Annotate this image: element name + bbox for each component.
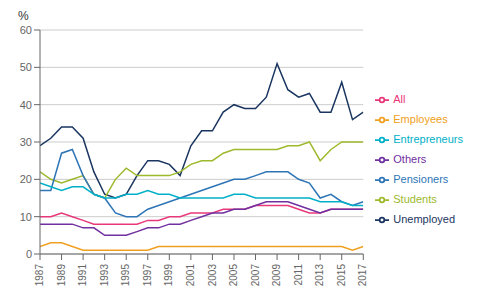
svg-text:1989: 1989 [56, 264, 67, 287]
svg-text:2005: 2005 [228, 264, 239, 287]
svg-text:1997: 1997 [142, 264, 153, 287]
html-text:Entrepreneurs: Entrepreneurs [393, 133, 463, 145]
svg-text:30: 30 [20, 136, 32, 148]
svg-text:2009: 2009 [271, 264, 282, 287]
svg-text:2013: 2013 [314, 264, 325, 287]
svg-text:20: 20 [20, 173, 32, 185]
svg-text:2011: 2011 [293, 264, 304, 286]
svg-text:1995: 1995 [120, 264, 131, 287]
html-text:Others: Others [393, 153, 427, 165]
svg-text:40: 40 [20, 99, 32, 111]
svg-text:60: 60 [20, 24, 32, 36]
html-text:Pensioners: Pensioners [393, 173, 449, 185]
html-text:Unemployed: Unemployed [393, 213, 455, 225]
svg-text:1991: 1991 [77, 264, 88, 287]
svg-text:2001: 2001 [185, 264, 196, 287]
svg-text:2015: 2015 [336, 264, 347, 287]
svg-text:0: 0 [26, 248, 32, 260]
svg-text:2017: 2017 [357, 264, 368, 287]
svg-text:1999: 1999 [163, 264, 174, 287]
html-text:All: All [393, 93, 406, 105]
svg-text:1993: 1993 [99, 264, 110, 287]
svg-text:2007: 2007 [250, 264, 261, 287]
svg-text:2003: 2003 [207, 264, 218, 287]
svg-text:50: 50 [20, 61, 32, 73]
html-text:Students: Students [393, 193, 437, 205]
svg-text:10: 10 [20, 211, 32, 223]
html-text:Employees: Employees [393, 113, 448, 125]
svg-text:1987: 1987 [34, 264, 45, 287]
